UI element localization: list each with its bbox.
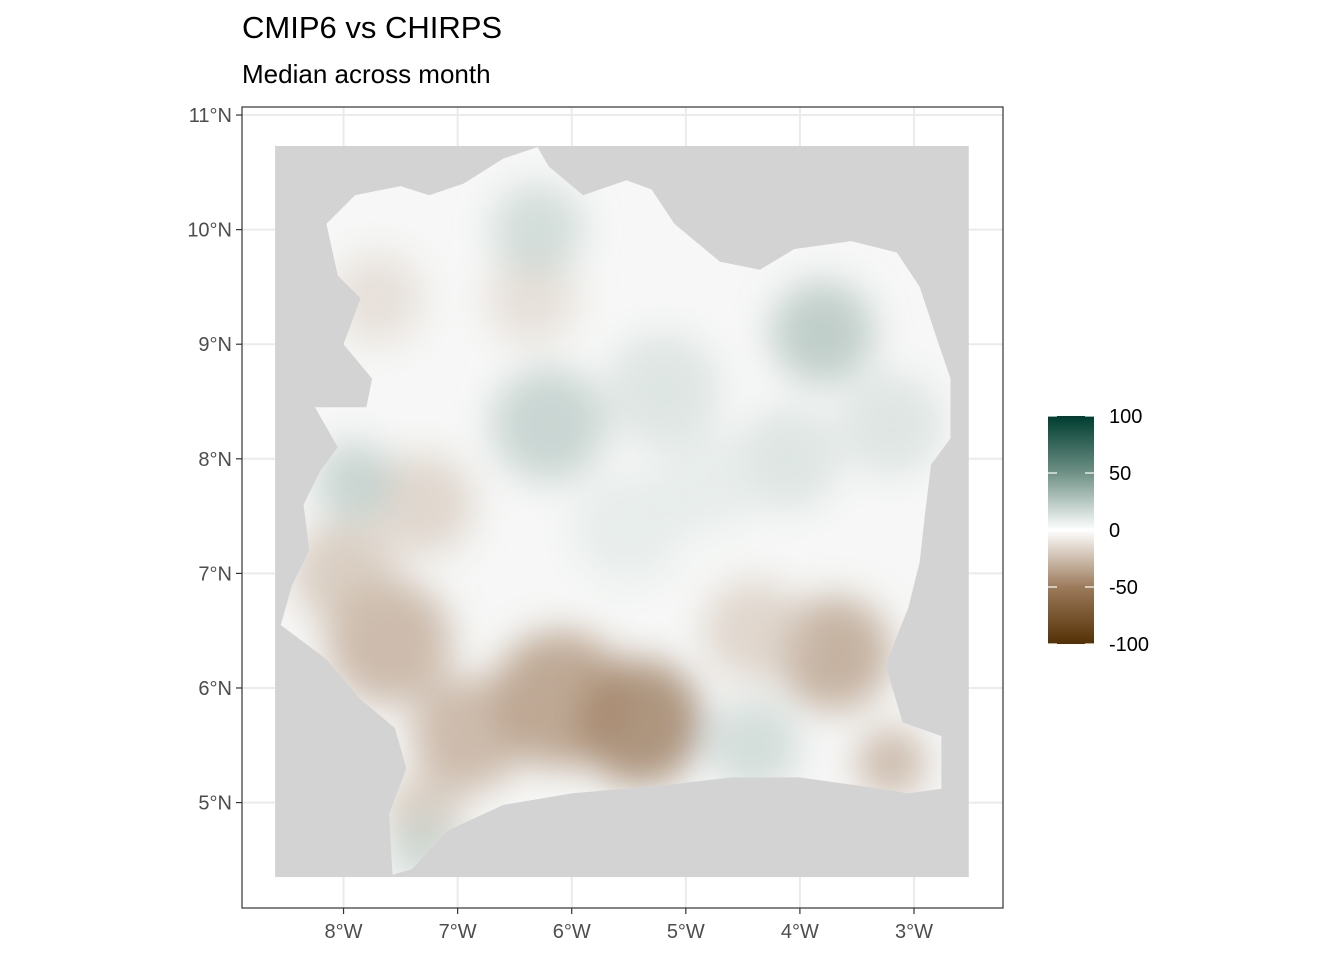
anomaly-blob [702, 579, 806, 683]
anomaly-blob [657, 430, 760, 534]
colorbar-label: 0 [1109, 520, 1120, 542]
anomaly-blob [737, 407, 840, 511]
colorbar-label: 100 [1109, 406, 1142, 428]
x-tick-label: 7°W [439, 921, 477, 943]
y-tick-label: 6°N [198, 678, 232, 700]
y-tick-label: 7°N [198, 563, 232, 585]
anomaly-blob [777, 596, 892, 711]
chart-subtitle: Median across month [242, 59, 491, 89]
x-tick-label: 6°W [553, 921, 591, 943]
anomaly-blob [486, 252, 578, 345]
y-tick-label: 9°N [198, 334, 232, 356]
x-tick-label: 4°W [781, 921, 819, 943]
panel-border [241, 106, 1004, 909]
anomaly-blob [491, 630, 629, 768]
y-tick-label: 11°N [189, 105, 232, 127]
colorbar-label: -100 [1109, 634, 1149, 656]
y-tick-label: 5°N [198, 793, 232, 815]
colorbar-label: 50 [1109, 463, 1131, 485]
y-tick-label: 10°N [187, 220, 232, 242]
anomaly-blob [491, 367, 606, 482]
anomaly-blob [605, 332, 721, 448]
anomaly-blob [708, 699, 800, 791]
anomaly-layer [292, 183, 943, 875]
anomaly-blob [491, 183, 584, 276]
anomaly-blob [571, 470, 686, 585]
x-tick-label: 5°W [667, 921, 705, 943]
chart-title: CMIP6 vs CHIRPS [242, 10, 503, 45]
anomaly-blob [771, 281, 875, 385]
anomaly-blob [839, 373, 943, 476]
y-tick-label: 8°N [198, 449, 232, 471]
anomaly-blob [411, 676, 527, 791]
anomaly-blob [856, 728, 926, 797]
anomaly-blob [315, 441, 395, 522]
colorbar-legend: 100 50 0 -50 -100 [1048, 406, 1149, 656]
anomaly-blob [372, 453, 475, 556]
colorbar-label: -50 [1109, 577, 1138, 599]
anomaly-blob [292, 522, 395, 625]
x-tick-label: 3°W [895, 921, 933, 943]
axes: 8°W 7°W 6°W 5°W 4°W 3°W 5°N 6°N 7°N 8°N 9°N 10°N 11°… [187, 105, 933, 943]
anomaly-blob [332, 252, 424, 345]
x-tick-label: 8°W [325, 921, 363, 943]
